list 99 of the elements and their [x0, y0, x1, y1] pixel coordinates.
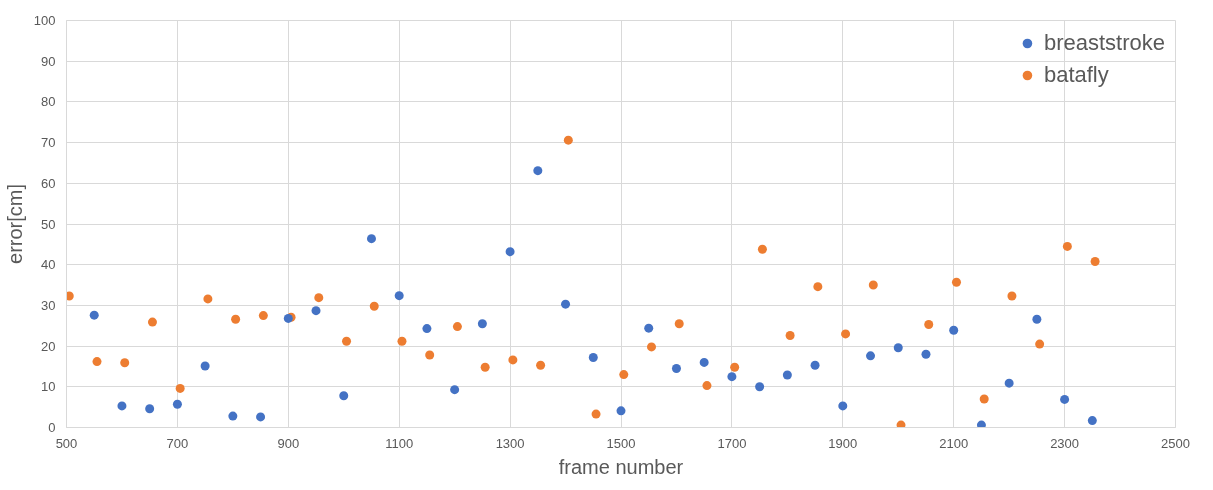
x-axis-title: frame number [558, 455, 684, 478]
point [311, 306, 321, 316]
y-tick-label: 50 [41, 216, 56, 232]
point [757, 244, 767, 254]
point [89, 310, 99, 320]
x-tick-label: 1500 [606, 435, 636, 451]
point [921, 349, 931, 359]
y-tick-label: 90 [41, 53, 56, 69]
point [120, 358, 130, 368]
point [1007, 291, 1017, 301]
point [145, 404, 155, 414]
point [896, 420, 906, 428]
point [976, 420, 986, 428]
point [536, 360, 546, 370]
point [727, 372, 737, 382]
x-tick-label: 700 [166, 435, 189, 451]
point [730, 362, 740, 372]
x-tick-label: 900 [277, 435, 300, 451]
point [616, 406, 626, 416]
y-tick-label: 80 [41, 94, 56, 110]
point [979, 394, 989, 404]
y-tick-label: 10 [41, 379, 56, 395]
y-tick-label: 60 [41, 175, 56, 191]
point [588, 353, 598, 362]
point [425, 350, 435, 360]
point [231, 314, 241, 324]
point [480, 362, 490, 372]
point [258, 311, 268, 321]
x-tick-label: 2500 [1161, 435, 1190, 451]
point [671, 363, 681, 373]
x-tick-label: 1900 [828, 435, 858, 451]
point [450, 385, 460, 395]
point [369, 301, 379, 311]
y-tick-label: 70 [41, 135, 56, 151]
point [228, 411, 238, 421]
point [619, 370, 629, 380]
point [868, 280, 878, 290]
point [452, 322, 462, 332]
point [561, 299, 571, 309]
point [92, 357, 102, 367]
y-tick-label: 100 [33, 13, 56, 28]
point [1032, 314, 1042, 324]
point [394, 291, 404, 301]
point [366, 234, 376, 244]
point [314, 293, 324, 303]
point [175, 383, 185, 393]
legend-label: breaststroke [1043, 30, 1165, 56]
point [200, 361, 210, 371]
point [838, 401, 848, 411]
x-tick-label: 500 [55, 435, 78, 451]
point [342, 336, 352, 346]
point [1062, 241, 1072, 251]
point [563, 135, 573, 145]
point [397, 336, 407, 346]
point [256, 412, 266, 422]
y-axis-title: error[cm] [3, 184, 26, 264]
point [339, 391, 349, 401]
point [477, 319, 487, 329]
point [422, 324, 432, 334]
point [893, 343, 903, 353]
x-tick-label: 1700 [717, 435, 747, 451]
point [785, 331, 795, 341]
x-tick-label: 2100 [939, 435, 969, 451]
point [508, 355, 518, 365]
point [66, 291, 74, 301]
point [755, 382, 765, 392]
point [533, 166, 543, 176]
point [702, 381, 712, 391]
x-tick-label: 1300 [495, 435, 525, 451]
point [505, 247, 515, 257]
point [699, 357, 709, 367]
point [674, 319, 684, 329]
x-tick-label: 1100 [385, 435, 414, 451]
x-tick-label: 2300 [1050, 435, 1080, 451]
point [591, 409, 601, 419]
point [147, 317, 157, 327]
point [951, 277, 961, 287]
y-tick-label: 30 [41, 297, 56, 313]
y-tick-label: 20 [41, 338, 56, 354]
point [117, 401, 127, 411]
point [866, 351, 876, 361]
point [1035, 339, 1045, 349]
point [1060, 394, 1070, 404]
point [644, 323, 654, 333]
point [1090, 256, 1100, 266]
legend-label: batafly [1043, 62, 1109, 88]
point [949, 325, 959, 335]
point [924, 320, 934, 330]
point [172, 399, 182, 409]
point [782, 370, 792, 380]
point [813, 282, 823, 292]
point [810, 360, 820, 370]
point [1087, 416, 1097, 426]
point [1004, 378, 1014, 388]
point [647, 342, 656, 352]
point [841, 329, 851, 339]
y-tick-label: 40 [41, 257, 56, 273]
point [203, 294, 213, 304]
y-tick-label: 0 [48, 420, 56, 435]
